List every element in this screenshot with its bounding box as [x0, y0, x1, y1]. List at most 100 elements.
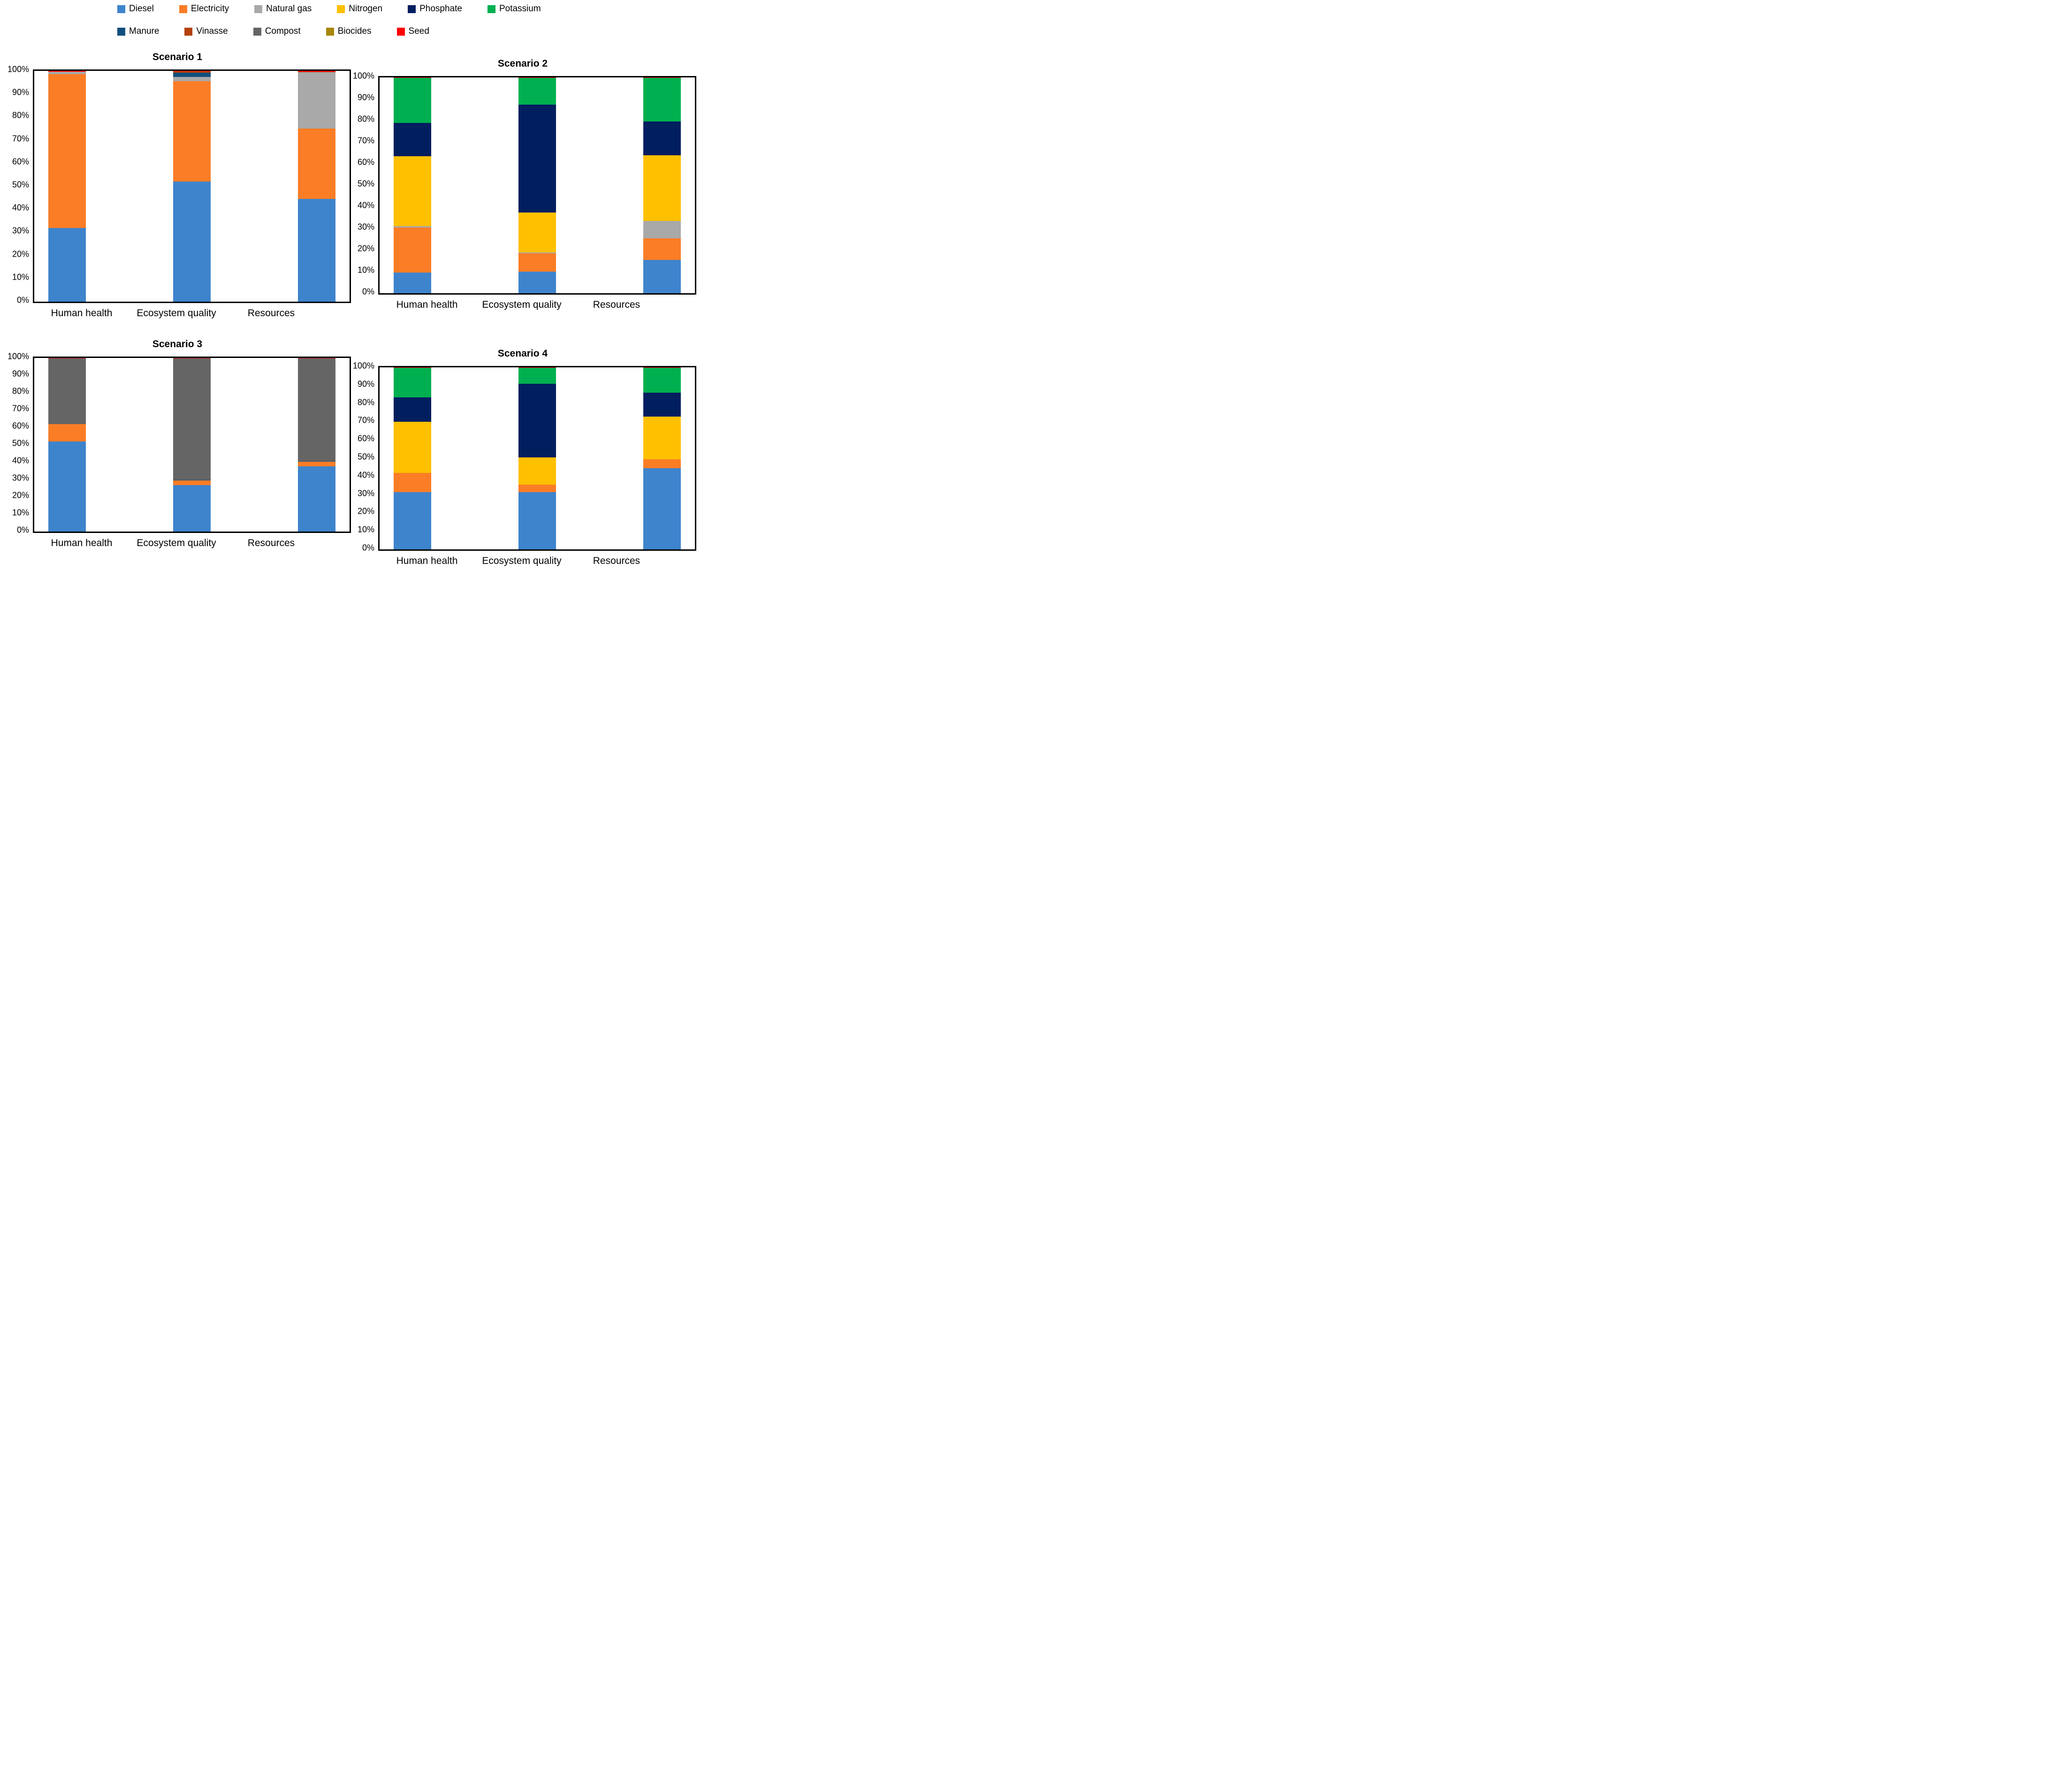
y-tick-label: 10% — [357, 525, 374, 534]
bar-segment-diesel — [173, 485, 211, 532]
chart-title: Scenario 1 — [152, 52, 203, 62]
y-tick-label: 50% — [12, 438, 29, 448]
legend-item-biocides: Biocides — [326, 26, 372, 37]
y-tick-label: 30% — [357, 222, 374, 232]
y-tick-label: 50% — [12, 180, 29, 190]
y-tick-label: 0% — [16, 295, 29, 305]
legend-item-compost: Compost — [253, 26, 301, 37]
bar-cell — [518, 77, 556, 293]
y-tick-label: 40% — [12, 203, 29, 213]
y-tick-label: 100% — [7, 64, 29, 74]
bar-segment-nitrogen — [518, 212, 556, 252]
y-tick-label: 100% — [352, 361, 374, 371]
bar-segment-natural-gas — [298, 72, 335, 129]
x-axis-category-label: Human health — [396, 555, 458, 566]
y-tick-label: 70% — [12, 134, 29, 144]
legend-row-1: Diesel Electricity Natural gas Nitrogen Phos… — [117, 4, 691, 14]
legend-label: Potassium — [499, 4, 541, 14]
y-tick-label: 10% — [357, 265, 374, 275]
legend-label: Electricity — [190, 4, 229, 14]
y-tick-label: 80% — [357, 114, 374, 124]
bar-segment-seed — [518, 367, 556, 368]
stacked-bar-ecosystem-quality — [173, 71, 211, 302]
bar-cell — [298, 358, 335, 532]
bar-segment-vinasse — [173, 71, 211, 73]
bar-segment-compost — [48, 358, 86, 424]
plot-wrap: Human health Ecosystem quality Resources — [378, 366, 696, 567]
legend-swatch-icon — [184, 27, 193, 36]
stacked-bar-ecosystem-quality — [173, 358, 211, 532]
chart-body: 0% 10% 20% 30% 40% 50% 60% 70% 80% 90% 100% Human … — [345, 361, 696, 567]
x-axis-category-label: Human health — [51, 308, 113, 319]
y-tick-label: 80% — [357, 397, 374, 407]
y-tick-label: 20% — [12, 249, 29, 259]
plot-area — [33, 69, 351, 303]
bar-segment-potassium — [518, 78, 556, 105]
y-axis: 0% 10% 20% 30% 40% 50% 60% 70% 80% 90% 100% — [345, 361, 378, 553]
bar-segment-diesel — [48, 228, 86, 302]
x-axis-category-label: Resources — [247, 308, 295, 319]
legend-item-manure: Manure — [117, 26, 159, 37]
bar-segment-electricity — [394, 227, 431, 273]
legend-label: Compost — [265, 26, 301, 36]
stacked-bar-resources — [643, 77, 681, 293]
legend-item-seed: Seed — [396, 26, 429, 37]
bar-segment-natural-gas — [48, 72, 86, 74]
bar-cell — [173, 71, 211, 302]
bar-cell — [48, 71, 86, 302]
x-axis-labels: Human health Ecosystem quality Resources — [378, 555, 665, 567]
legend-label: Natural gas — [266, 4, 312, 14]
y-tick-label: 60% — [12, 421, 29, 431]
y-axis: 0% 10% 20% 30% 40% 50% 60% 70% 80% 90% 100% — [345, 71, 378, 296]
legend-item-electricity: Electricity — [179, 4, 229, 14]
chart-scenario-3: Scenario 3 0% 10% 20% 30% 40% 50% 60% 70% 80% 90%… — [0, 336, 351, 567]
x-axis-category-label: Ecosystem quality — [482, 555, 562, 566]
bar-segment-natural-gas — [173, 76, 211, 81]
bar-segment-natural-gas — [394, 226, 431, 228]
bar-segment-diesel — [48, 441, 86, 532]
x-axis-category-label: Resources — [593, 299, 640, 310]
legend-swatch-icon — [117, 5, 125, 13]
x-axis-category-label: Human health — [396, 299, 458, 310]
y-tick-label: 70% — [12, 403, 29, 413]
y-tick-label: 20% — [357, 243, 374, 253]
stacked-bar-resources — [298, 71, 335, 302]
legend-item-vinasse: Vinasse — [184, 26, 228, 37]
y-tick-label: 90% — [357, 92, 374, 102]
bar-cell — [394, 367, 431, 549]
stacked-bar-human-health — [48, 71, 86, 302]
stacked-bar-ecosystem-quality — [518, 77, 556, 293]
legend-item-potassium: Potassium — [487, 4, 541, 14]
y-tick-label: 60% — [357, 157, 374, 167]
bar-segment-diesel — [298, 466, 335, 532]
legend-label: Seed — [408, 26, 429, 36]
legend-item-natural-gas: Natural gas — [254, 4, 312, 14]
y-tick-label: 100% — [352, 71, 374, 81]
x-axis-category-label: Resources — [593, 555, 640, 566]
bar-cell — [518, 367, 556, 549]
plot-wrap: Human health Ecosystem quality Resources — [33, 69, 351, 319]
bar-segment-phosphate — [394, 122, 431, 156]
bar-cell — [298, 71, 335, 302]
chart-title: Scenario 3 — [152, 339, 203, 350]
bar-segment-diesel — [298, 199, 335, 302]
stacked-bar-resources — [643, 367, 681, 549]
bar-segment-phosphate — [643, 393, 681, 417]
bar-segment-diesel — [173, 182, 211, 302]
y-tick-label: 0% — [362, 287, 374, 296]
x-axis-labels: Human health Ecosystem quality Resources — [33, 538, 320, 549]
bar-segment-natural-gas — [518, 252, 556, 253]
bar-segment-phosphate — [394, 397, 431, 422]
bar-segment-electricity — [518, 485, 556, 492]
bar-segment-natural-gas — [643, 220, 681, 238]
y-tick-label: 40% — [357, 470, 374, 480]
bar-segment-diesel — [394, 273, 431, 293]
plot-area — [33, 357, 351, 533]
legend-swatch-icon — [117, 27, 125, 36]
bar-segment-nitrogen — [643, 416, 681, 459]
chart-body: 0% 10% 20% 30% 40% 50% 60% 70% 80% 90% 100% Human … — [345, 71, 696, 311]
bar-segment-compost — [173, 358, 211, 480]
legend-swatch-icon — [254, 5, 263, 13]
legend-item-phosphate: Phosphate — [408, 4, 462, 14]
bar-segment-potassium — [394, 367, 431, 398]
